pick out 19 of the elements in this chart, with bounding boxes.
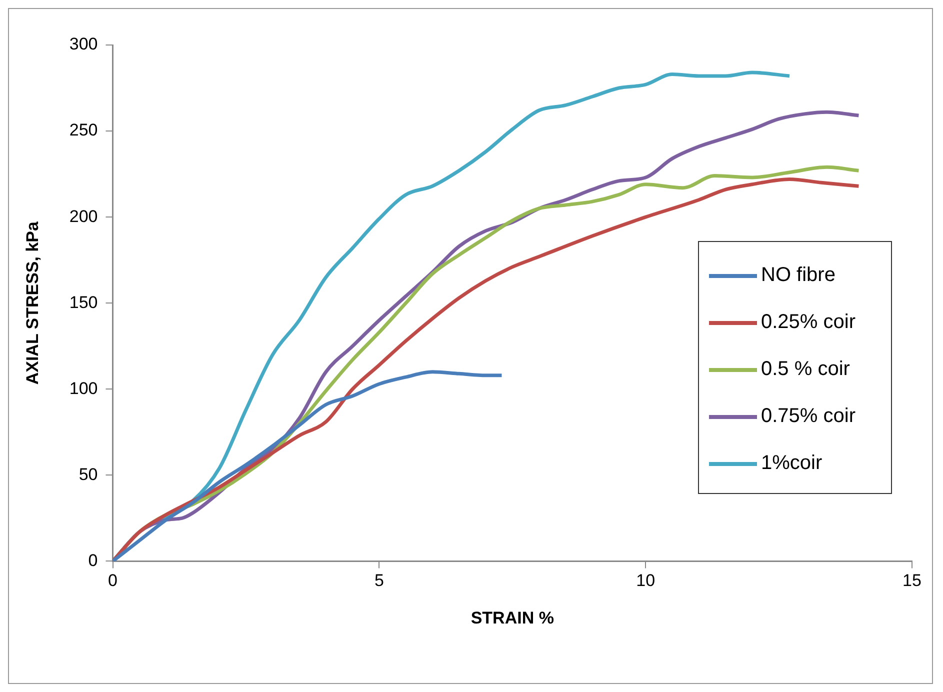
legend-label: 0.25% coir [761,311,856,334]
y-tick-label: 0 [88,550,98,570]
y-tick-label: 300 [69,34,98,54]
x-tick-label: 15 [902,571,922,590]
legend-label: NO fibre [761,264,836,287]
x-tick-label: 10 [636,571,656,590]
y-axis-title: AXIAL STRESS, kPa [22,221,42,385]
x-tick-label: 0 [108,571,118,590]
legend-label: 0.5 % coir [761,358,850,381]
y-tick-label: 150 [69,292,98,312]
legend-label: 0.75% coir [761,405,856,428]
y-tick-label: 50 [78,464,98,484]
legend-label: 1%coir [761,452,822,475]
x-axis-title: STRAIN % [470,608,554,628]
y-tick-label: 250 [69,120,98,140]
line-series [112,370,504,562]
y-tick-label: 100 [69,378,98,398]
x-tick-label: 5 [374,571,384,590]
y-tick-label: 200 [69,206,98,226]
